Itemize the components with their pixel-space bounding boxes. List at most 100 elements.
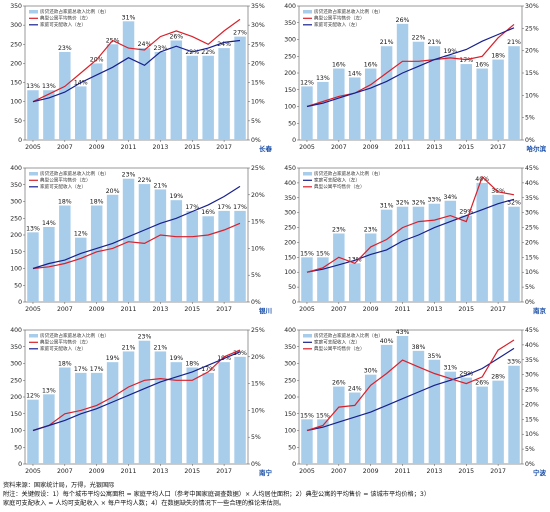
bar-label: 19% <box>169 355 183 362</box>
legend-label: 家庭可支配收入（左） <box>40 345 86 352</box>
left-tick-label: 300 <box>284 210 296 217</box>
city-label: 宁波 <box>533 468 547 477</box>
bar <box>364 374 377 464</box>
bar <box>317 419 329 464</box>
right-tick-label: 5% <box>251 118 261 125</box>
bar-label: 17% <box>217 204 231 211</box>
x-tick-label: 2015 <box>458 468 474 475</box>
bar <box>154 189 167 302</box>
bar <box>59 367 71 464</box>
chart-panel: 0 50 100 150 200 250 300 350 400 0% 5% 10% 15% 20% 25%… <box>277 2 547 166</box>
bar-label: 35% <box>428 353 442 360</box>
chart-svg: 0 50 100 150 200 250 300 350 400 0% 5% 10% 15% 20% 25%… <box>10 165 272 315</box>
bar-label: 15% <box>316 412 330 419</box>
legend-label: 房贷还款占家庭总收入比例（右） <box>40 8 109 15</box>
legend-label: 典型公寓平均售价（左） <box>314 15 365 22</box>
bar-label: 32% <box>507 200 521 207</box>
left-tick-label: 300 <box>10 22 22 29</box>
bar-label: 38% <box>412 344 426 351</box>
bar-label: 15% <box>316 250 330 257</box>
x-tick-label: 2009 <box>89 468 105 475</box>
bar-label: 21% <box>507 39 521 46</box>
right-tick-label: 10% <box>525 431 539 438</box>
plot-frame <box>24 5 249 141</box>
bar <box>349 392 361 464</box>
bar <box>349 77 361 140</box>
bar-label: 15% <box>300 412 314 419</box>
series-line <box>32 349 241 432</box>
right-tick-label: 25% <box>525 387 539 394</box>
bar <box>412 206 425 302</box>
bar-label: 21% <box>122 344 136 351</box>
right-tick-label: 20% <box>525 48 539 55</box>
footer-source: 资料来源：国家统计局，万得，光银国际 <box>3 482 115 489</box>
bar <box>186 210 198 302</box>
bar <box>428 203 441 302</box>
left-tick-label: 200 <box>10 232 22 239</box>
bar-label: 12% <box>26 393 40 400</box>
legend-label: 房贷还款占家庭总收入比例（右） <box>40 332 109 339</box>
x-tick-label: 2007 <box>57 468 73 475</box>
bar <box>43 394 55 464</box>
legend-label: 房贷还款占家庭总收入比例（右） <box>314 170 383 177</box>
bar <box>75 372 87 464</box>
bar-label: 18% <box>185 361 199 368</box>
bar-label: 28% <box>491 374 505 381</box>
bar <box>170 40 183 141</box>
right-tick-label: 5% <box>251 434 261 441</box>
bar-label: 16% <box>475 62 489 69</box>
x-tick-label: 2011 <box>121 144 137 151</box>
bar <box>90 63 103 140</box>
bar-label: 40% <box>380 338 394 345</box>
chart-panel: 0 50 100 150 200 250 300 350 400 450 0% 5% 10% 15% 20%… <box>277 164 547 328</box>
right-tick-label: 10% <box>251 245 265 252</box>
right-tick-label: 35% <box>525 357 539 364</box>
left-tick-label: 0 <box>292 461 296 468</box>
city-label: 银川 <box>259 306 272 315</box>
bar <box>122 21 135 140</box>
bar <box>218 362 230 464</box>
bar <box>380 209 393 302</box>
series-line <box>306 175 515 273</box>
bar-label: 12% <box>74 231 88 238</box>
right-tick-label: 5% <box>525 115 535 122</box>
bar-label: 12% <box>300 79 314 86</box>
left-tick-label: 0 <box>18 137 22 144</box>
bar <box>460 215 472 302</box>
x-tick-label: 2005 <box>25 468 41 475</box>
right-tick-label: 45% <box>525 327 539 334</box>
bar <box>508 206 520 302</box>
bar <box>218 210 230 302</box>
left-tick-label: 350 <box>284 195 296 202</box>
x-tick-label: 2007 <box>57 144 73 151</box>
bar-label: 26% <box>475 380 489 387</box>
series-line <box>306 27 515 108</box>
bar-label: 23% <box>138 334 152 341</box>
bar <box>428 46 441 141</box>
legend-swatch <box>303 334 312 338</box>
bar-label: 26% <box>169 33 183 40</box>
left-tick-label: 450 <box>284 165 296 172</box>
x-tick-label: 2015 <box>184 306 200 313</box>
bar <box>234 356 246 464</box>
bar-label: 22% <box>138 177 152 184</box>
series-line <box>32 351 241 432</box>
chart-panel: 0 50 100 150 200 250 300 350 400 0% 5% 10% 15% 20% 25%… <box>277 326 547 490</box>
bar <box>364 233 377 302</box>
bar-label: 24% <box>348 386 362 393</box>
bar-label: 23% <box>332 227 346 234</box>
bar-label: 22% <box>201 49 215 56</box>
left-tick-label: 400 <box>284 3 296 10</box>
right-tick-label: 5% <box>251 272 261 279</box>
bar <box>106 362 119 464</box>
bar-label: 23% <box>364 227 378 234</box>
bar-label: 26% <box>332 380 346 387</box>
bar <box>154 51 167 140</box>
x-tick-label: 2009 <box>363 468 379 475</box>
bar <box>492 194 504 302</box>
plot-frame <box>298 167 523 303</box>
bar <box>59 51 71 140</box>
bar-label: 33% <box>428 197 442 204</box>
x-tick-label: 2017 <box>216 144 232 151</box>
left-tick-label: 200 <box>284 70 296 77</box>
